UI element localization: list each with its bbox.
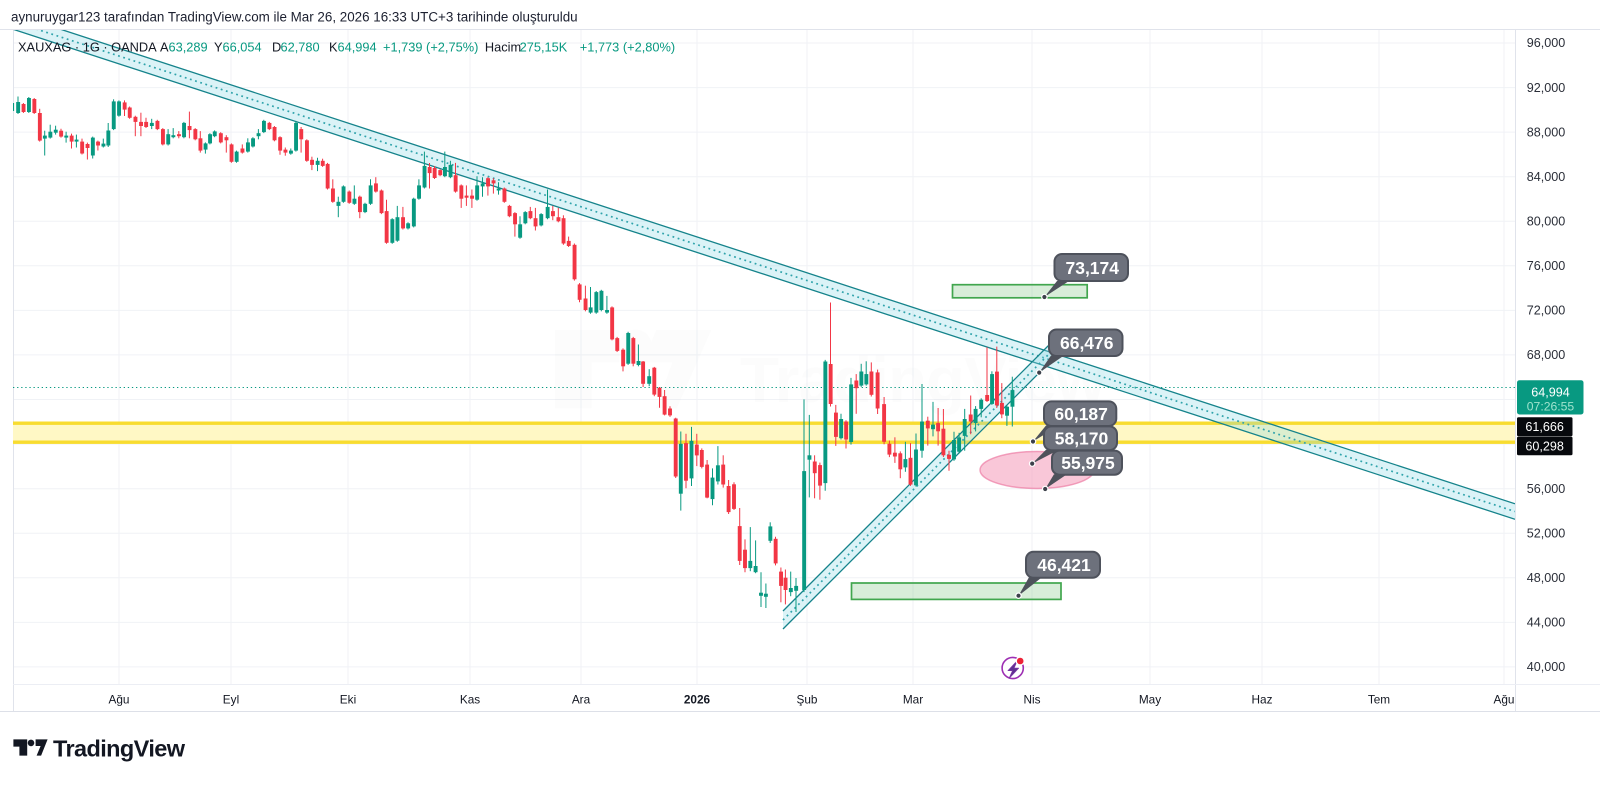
svg-text:88,000: 88,000 [1527,125,1566,139]
svg-text:Y: Y [214,40,223,55]
svg-text:aynuruygar123 tarafından Tradi: aynuruygar123 tarafından TradingView.com… [11,10,578,25]
svg-text:XAUXAG · 1G · OANDA: XAUXAG · 1G · OANDA [18,40,157,55]
svg-text:52,000: 52,000 [1527,526,1566,540]
svg-text:Şub: Şub [797,693,818,707]
svg-text:60,298: 60,298 [1525,439,1564,453]
svg-text:May: May [1139,693,1161,707]
svg-text:56,000: 56,000 [1527,482,1566,496]
svg-text:Haz: Haz [1252,693,1273,707]
svg-text:73,174: 73,174 [1065,258,1119,278]
svg-text:63,289: 63,289 [169,40,208,55]
svg-text:Eyl: Eyl [223,693,239,707]
svg-text:Eki: Eki [340,693,356,707]
svg-text:72,000: 72,000 [1527,304,1566,318]
svg-text:66,054: 66,054 [223,40,262,55]
svg-text:Mar: Mar [903,693,923,707]
svg-text:D: D [272,40,281,55]
svg-text:Ağu: Ağu [1494,693,1515,707]
svg-text:Tem: Tem [1368,693,1390,707]
svg-text:80,000: 80,000 [1527,215,1566,229]
svg-text:+1,739 (+2,75%): +1,739 (+2,75%) [383,40,478,55]
svg-text:60,187: 60,187 [1054,404,1108,424]
svg-text:2026: 2026 [684,693,711,707]
svg-text:92,000: 92,000 [1527,81,1566,95]
svg-text:68,000: 68,000 [1527,348,1566,362]
svg-text:64,994: 64,994 [1531,385,1570,399]
svg-text:64,994: 64,994 [338,40,377,55]
svg-text:275,15K: 275,15K [520,40,568,55]
svg-text:40,000: 40,000 [1527,660,1566,674]
svg-text:07:26:55: 07:26:55 [1527,399,1575,413]
svg-text:66,476: 66,476 [1060,333,1114,353]
svg-text:48,000: 48,000 [1527,571,1566,585]
svg-text:61,666: 61,666 [1525,420,1564,434]
svg-text:Kas: Kas [460,693,480,707]
svg-text:Nis: Nis [1023,693,1040,707]
svg-text:A: A [160,40,169,55]
svg-text:58,170: 58,170 [1055,429,1109,449]
svg-text:46,421: 46,421 [1037,555,1091,575]
svg-text:62,780: 62,780 [281,40,320,55]
svg-text:TradingView: TradingView [53,736,186,762]
svg-text:96,000: 96,000 [1527,36,1566,50]
svg-text:Ağu: Ağu [109,693,130,707]
svg-text:55,975: 55,975 [1061,453,1115,473]
svg-text:76,000: 76,000 [1527,259,1566,273]
svg-text:Hacim: Hacim [485,40,521,55]
svg-text:K: K [329,40,338,55]
svg-text:84,000: 84,000 [1527,170,1566,184]
svg-text:Ara: Ara [572,693,591,707]
svg-text:44,000: 44,000 [1527,616,1566,630]
svg-text:+1,773 (+2,80%): +1,773 (+2,80%) [580,40,675,55]
